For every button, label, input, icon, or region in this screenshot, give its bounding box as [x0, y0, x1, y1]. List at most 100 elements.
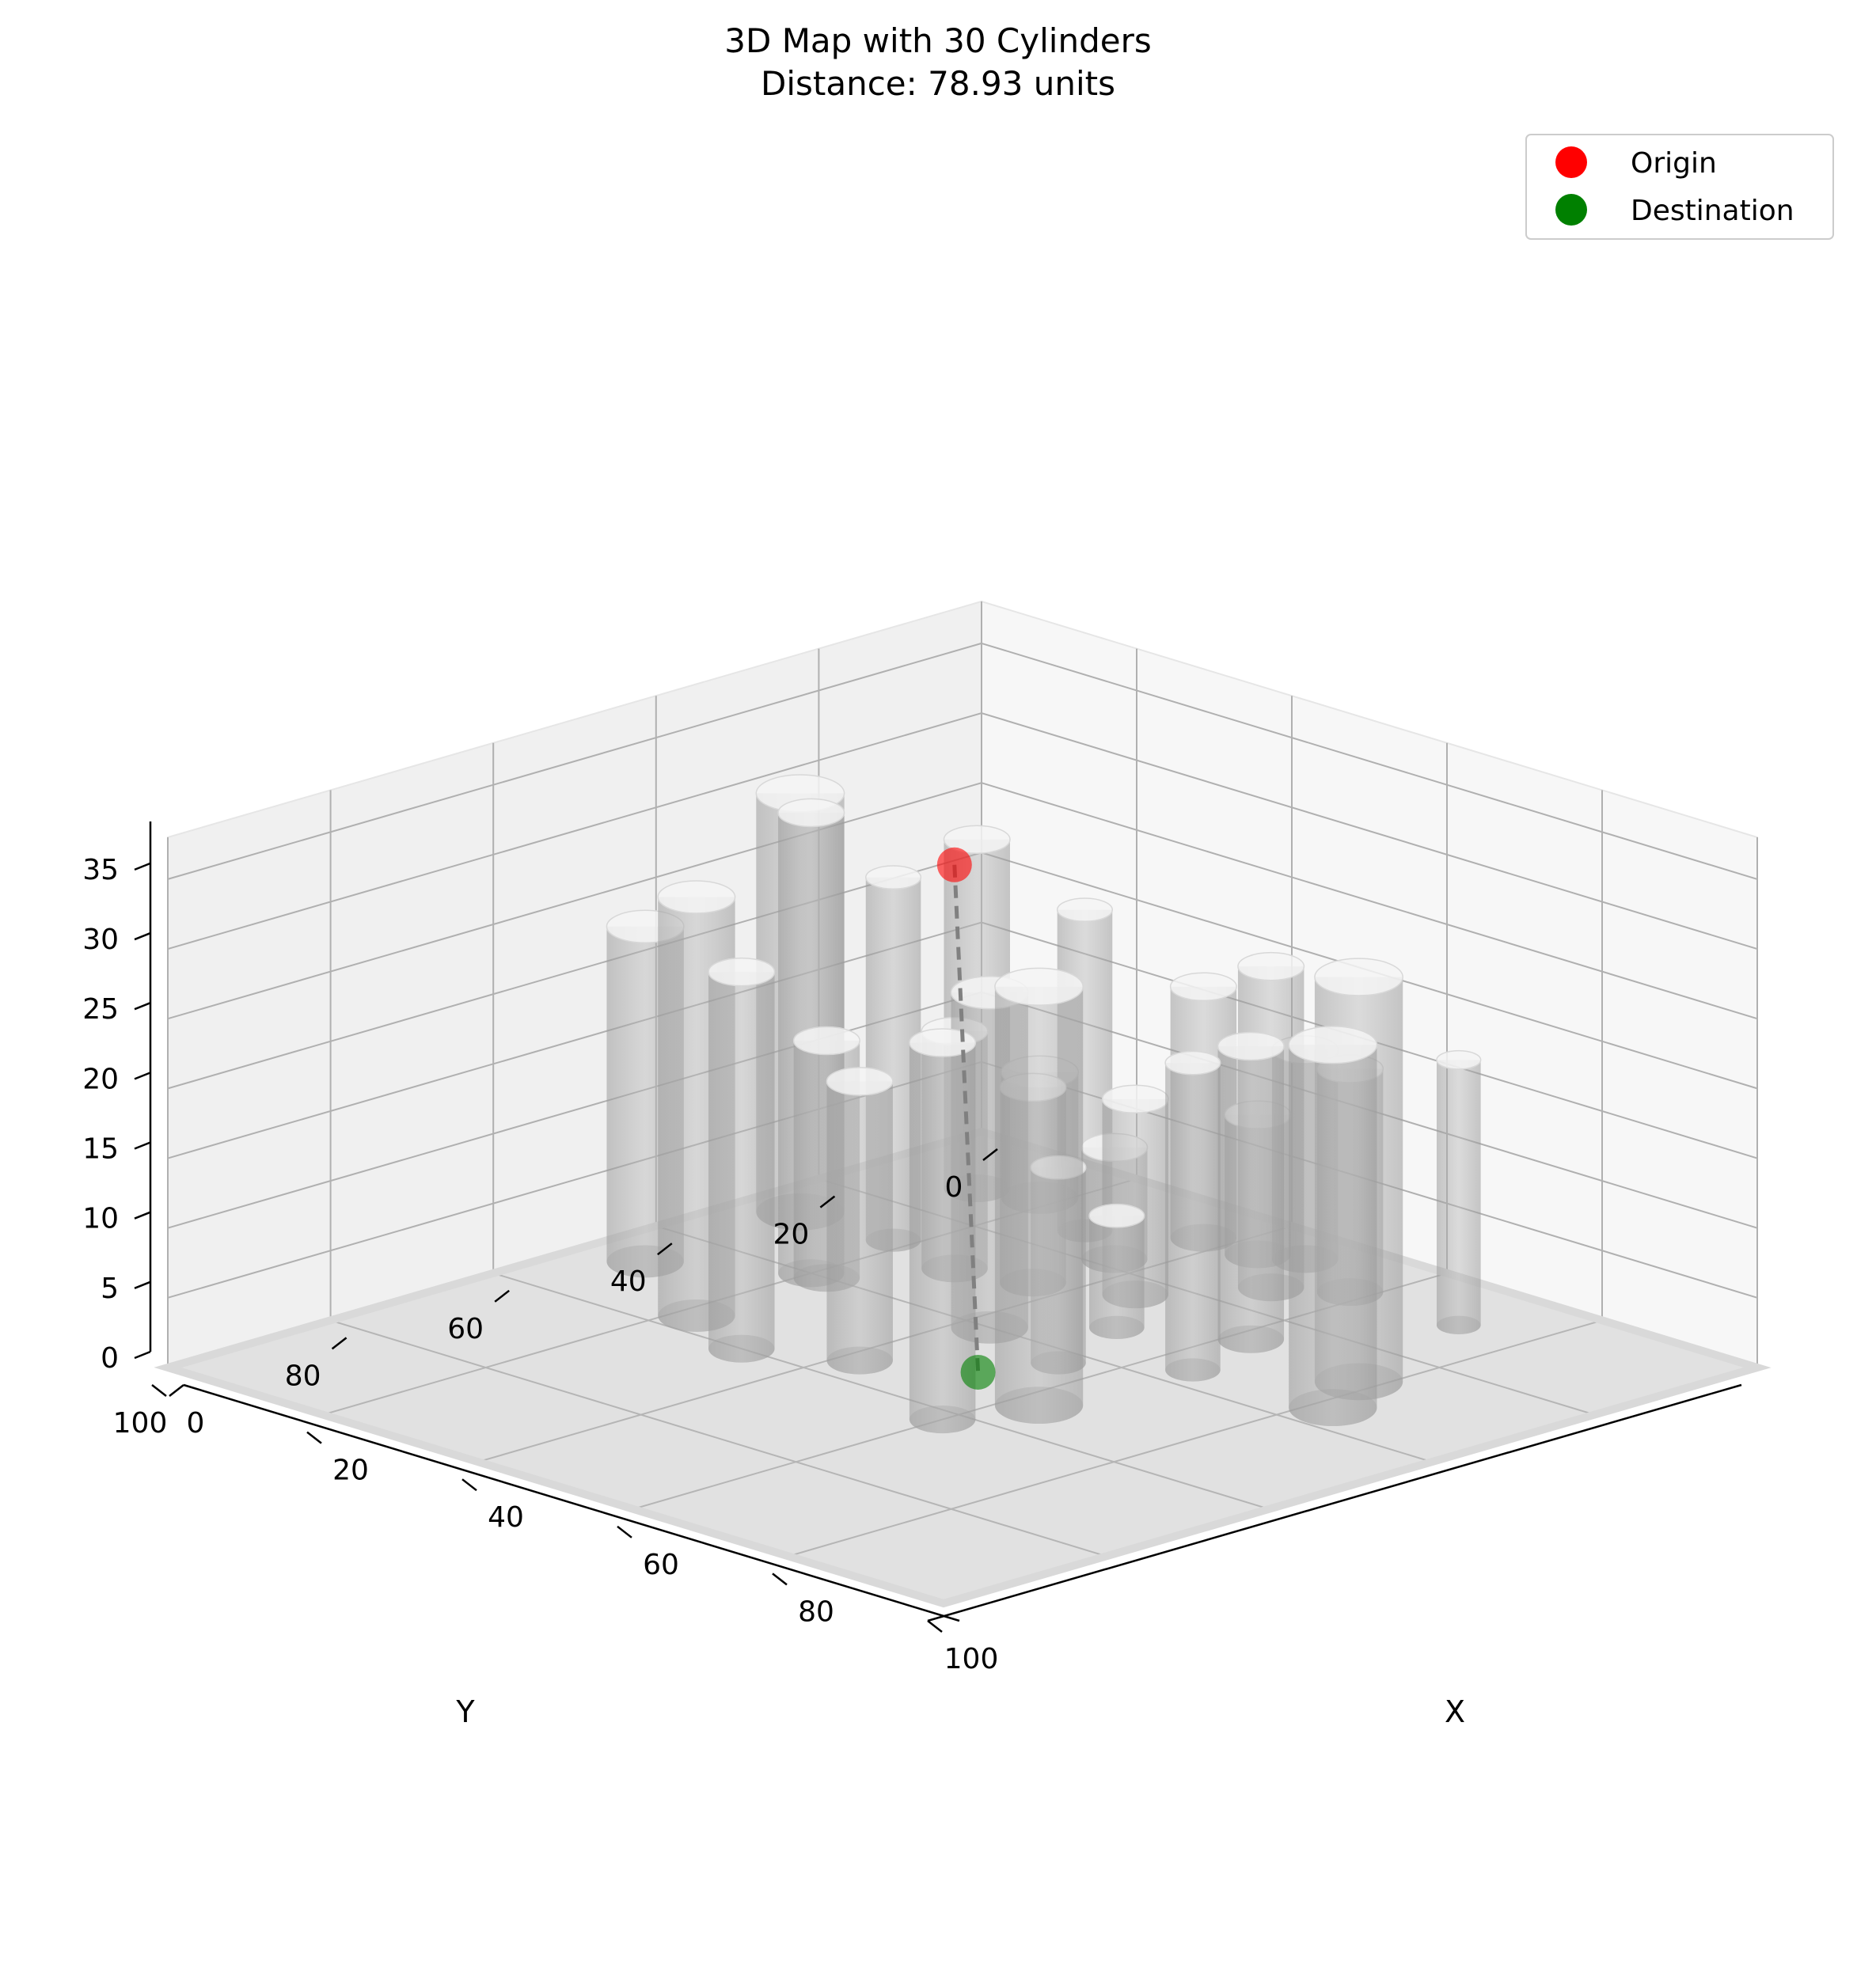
cylinder-base: [994, 1387, 1084, 1425]
axes-lines: [149, 821, 1742, 1622]
x-tick-mark: [617, 1525, 632, 1538]
cylinder-top: [657, 880, 736, 914]
y-tick-label: 100: [113, 1407, 168, 1440]
grid-line-z-left: [167, 921, 982, 1159]
cylinder-top: [1101, 1084, 1169, 1114]
grid-line-x: [788, 1319, 1603, 1557]
cylinder-top: [1056, 897, 1114, 922]
cylinder-base: [1217, 1325, 1285, 1353]
z-tick-label: 25: [82, 993, 119, 1026]
legend-origin-marker: [1555, 146, 1587, 178]
cylinder: [1088, 1203, 1145, 1339]
x-tick-mark: [927, 1620, 943, 1633]
y-tick-label: 20: [773, 1219, 809, 1251]
chart-title: 3D Map with 30 Cylinders: [724, 21, 1151, 60]
grid-line-z-left: [167, 642, 982, 880]
legend-destination-label: Destination: [1631, 195, 1794, 227]
grid-line-y: [492, 1272, 1270, 1510]
cylinder-top: [792, 1026, 860, 1056]
y-tick-label: 40: [610, 1265, 647, 1298]
x-tick-mark: [772, 1573, 788, 1586]
z-tick-label: 0: [101, 1342, 119, 1375]
z-tick-mark: [134, 931, 151, 941]
cylinder-base: [708, 1334, 775, 1363]
cylinder-base: [1436, 1315, 1481, 1335]
z-tick-mark: [134, 1211, 151, 1220]
z-tick-label: 5: [101, 1273, 119, 1305]
origin-point: [936, 847, 972, 882]
cylinder-top: [994, 967, 1084, 1006]
cylinder-top: [865, 865, 922, 890]
cylinder-body: [1289, 1045, 1377, 1427]
y-tick-mark: [331, 1337, 347, 1350]
legend-destination-marker: [1555, 194, 1587, 226]
cylinder-top: [708, 957, 776, 987]
y-axis-line: [183, 1383, 960, 1622]
x-tick-label: 100: [944, 1643, 999, 1675]
x-tick-label: 60: [643, 1549, 679, 1581]
cylinder-top: [1314, 958, 1403, 996]
cylinder-body: [1089, 1216, 1145, 1339]
y-tick-mark: [494, 1289, 510, 1303]
cylinder: [826, 1067, 894, 1375]
x-tick-label: 20: [332, 1455, 369, 1487]
z-tick-mark: [134, 1002, 151, 1011]
cylinder-base: [826, 1346, 893, 1375]
grid-line-z-left: [167, 782, 982, 1020]
cylinder-top: [1169, 972, 1237, 1002]
cylinder: [1217, 1031, 1285, 1353]
legend-origin-label: Origin: [1631, 147, 1717, 180]
grid-line-z-right: [981, 782, 1758, 1020]
tick-labels: 0 20 40 60 80 100 0 20 40 60 80 100 0 5 10 15 20 25 30 35: [82, 854, 998, 1675]
cylinder-body: [826, 1081, 893, 1375]
z-tick-mark: [134, 1280, 151, 1290]
x-tick-mark: [306, 1431, 322, 1444]
z-tick-mark: [134, 1072, 151, 1080]
cylinder: [708, 957, 776, 1363]
cylinder-top: [943, 825, 1011, 855]
cylinder-base: [1089, 1315, 1145, 1339]
legend-box: [1525, 134, 1834, 240]
grid-line-z-left: [167, 852, 982, 1090]
cylinder: [1436, 1049, 1482, 1335]
z-tick-label: 20: [82, 1063, 119, 1095]
y-tick-label: 0: [945, 1171, 963, 1204]
cylinder-body: [1165, 1063, 1221, 1382]
x-tick-mark: [151, 1384, 167, 1397]
cylinder-body: [708, 972, 775, 1363]
cylinder: [994, 967, 1084, 1425]
z-tick-label: 35: [82, 854, 119, 886]
path-line-group: [936, 847, 996, 1390]
cylinder-body: [1217, 1045, 1285, 1353]
z-tick-mark: [134, 1141, 151, 1150]
x-axis-line: [927, 1383, 1742, 1622]
x-tick-label: 80: [798, 1595, 834, 1628]
x-tick-mark: [461, 1478, 477, 1492]
cylinder-base: [1165, 1358, 1221, 1382]
y-tick-mark: [169, 1384, 184, 1397]
x-tick-label: 0: [187, 1407, 205, 1440]
cylinder-body: [909, 1042, 976, 1434]
cylinder-base: [909, 1406, 976, 1434]
x-axis-label: X: [1445, 1694, 1465, 1729]
z-tick-mark: [134, 1350, 151, 1360]
cylinder: [1288, 1026, 1378, 1427]
cylinder-body: [994, 986, 1084, 1425]
cylinder-top: [1088, 1203, 1145, 1228]
cylinder-top: [777, 798, 845, 828]
grid-line-z-right: [981, 642, 1758, 880]
cylinder-top: [909, 1028, 977, 1057]
path-line: [952, 864, 981, 1373]
cylinder: [909, 1028, 977, 1434]
cylinder: [1164, 1050, 1221, 1382]
grid-line-z-right: [981, 712, 1758, 950]
cylinder-top: [1237, 951, 1305, 981]
cylinder-top: [1436, 1049, 1482, 1070]
z-tick-label: 30: [82, 924, 119, 956]
cylinder-top: [1217, 1031, 1285, 1061]
cylinder-base: [1289, 1389, 1377, 1427]
destination-point: [960, 1354, 996, 1390]
cylinder-top: [1164, 1050, 1221, 1076]
grid-line-z-left: [167, 712, 982, 950]
